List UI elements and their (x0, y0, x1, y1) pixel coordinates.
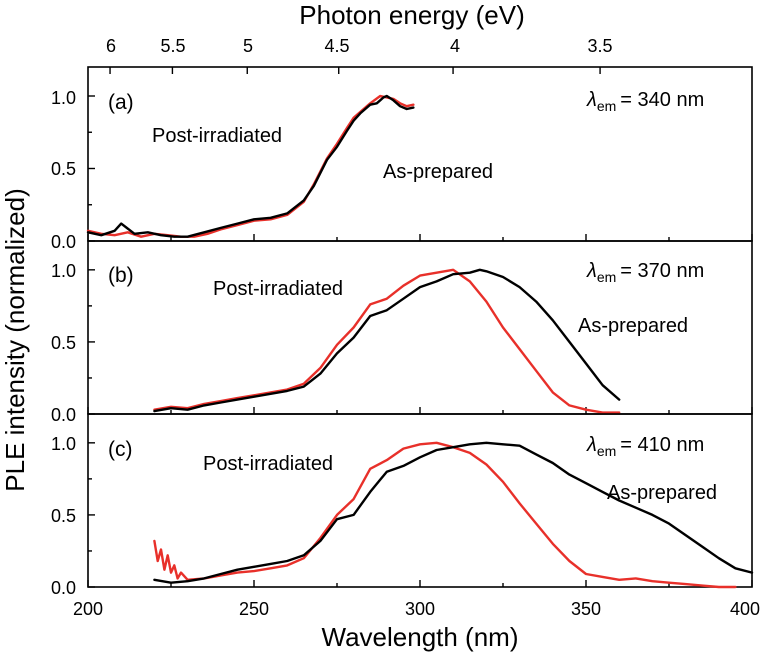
as-prepared-line (153, 441, 754, 584)
top-tick-label: 5.5 (160, 36, 185, 56)
panel-a: 0.0 0.5 1.0 (a) Post-irradiated As-prepa… (51, 66, 753, 252)
x-tick-label: 250 (239, 599, 269, 619)
top-tick-marks (109, 67, 601, 74)
y-tick-label: 0.0 (51, 232, 76, 252)
top-tick-label: 4.5 (324, 36, 349, 56)
y-tick-label: 0.0 (51, 578, 76, 598)
y-tick-label: 0.5 (51, 333, 76, 353)
as-prepared-annotation: As-prepared (383, 161, 493, 183)
top-tick-label: 4 (450, 36, 460, 56)
as-prepared-annotation: As-prepared (607, 482, 717, 504)
x-tick-labels: 200 250 300 350 400 (73, 599, 760, 619)
panel-c: 0.0 0.5 1.0 (c) Post-irradiated As-prepa… (51, 413, 754, 598)
post-irradiated-line (86, 94, 415, 238)
panel-ticks (87, 442, 753, 588)
y-axis-title: PLE intensity (normalized) (0, 188, 30, 491)
panel-ticks (87, 269, 753, 415)
x-tick-label: 300 (405, 599, 435, 619)
y-tick-label: 0.5 (51, 506, 76, 526)
y-tick-label: 0.0 (51, 405, 76, 425)
top-tick-labels: 6 5.5 5 4.5 4 3.5 (106, 36, 613, 56)
post-irradiated-annotation: Post-irradiated (203, 453, 333, 475)
post-irradiated-annotation: Post-irradiated (213, 278, 343, 300)
emission-wavelength: λem = 340 nm (586, 89, 704, 114)
x-tick-label: 200 (73, 599, 103, 619)
y-tick-label: 0.5 (51, 159, 76, 179)
x-tick-label: 350 (571, 599, 601, 619)
as-prepared-annotation: As-prepared (578, 315, 688, 337)
panel-b: 0.0 0.5 1.0 (b) Post-irradiated As-prepa… (51, 240, 753, 425)
post-irradiated-line (153, 441, 737, 589)
x-tick-label: 400 (730, 599, 760, 619)
panel-label: (b) (108, 264, 134, 287)
top-tick-label: 6 (106, 36, 116, 56)
panel-label: (a) (108, 91, 134, 114)
emission-wavelength: λem = 370 nm (586, 260, 704, 285)
as-prepared-line (86, 94, 415, 238)
x-axis-title: Wavelength (nm) (322, 622, 519, 652)
top-axis-title: Photon energy (eV) (299, 0, 524, 30)
as-prepared-line (153, 268, 621, 413)
top-tick-label: 3.5 (587, 36, 612, 56)
panel-label: (c) (108, 438, 133, 461)
post-irradiated-annotation: Post-irradiated (152, 125, 282, 147)
y-tick-label: 1.0 (51, 434, 76, 454)
y-tick-label: 1.0 (51, 88, 76, 108)
y-tick-label: 1.0 (51, 261, 76, 281)
post-irradiated-line (153, 268, 621, 414)
emission-wavelength: λem = 410 nm (586, 434, 704, 459)
top-tick-label: 5 (243, 36, 253, 56)
